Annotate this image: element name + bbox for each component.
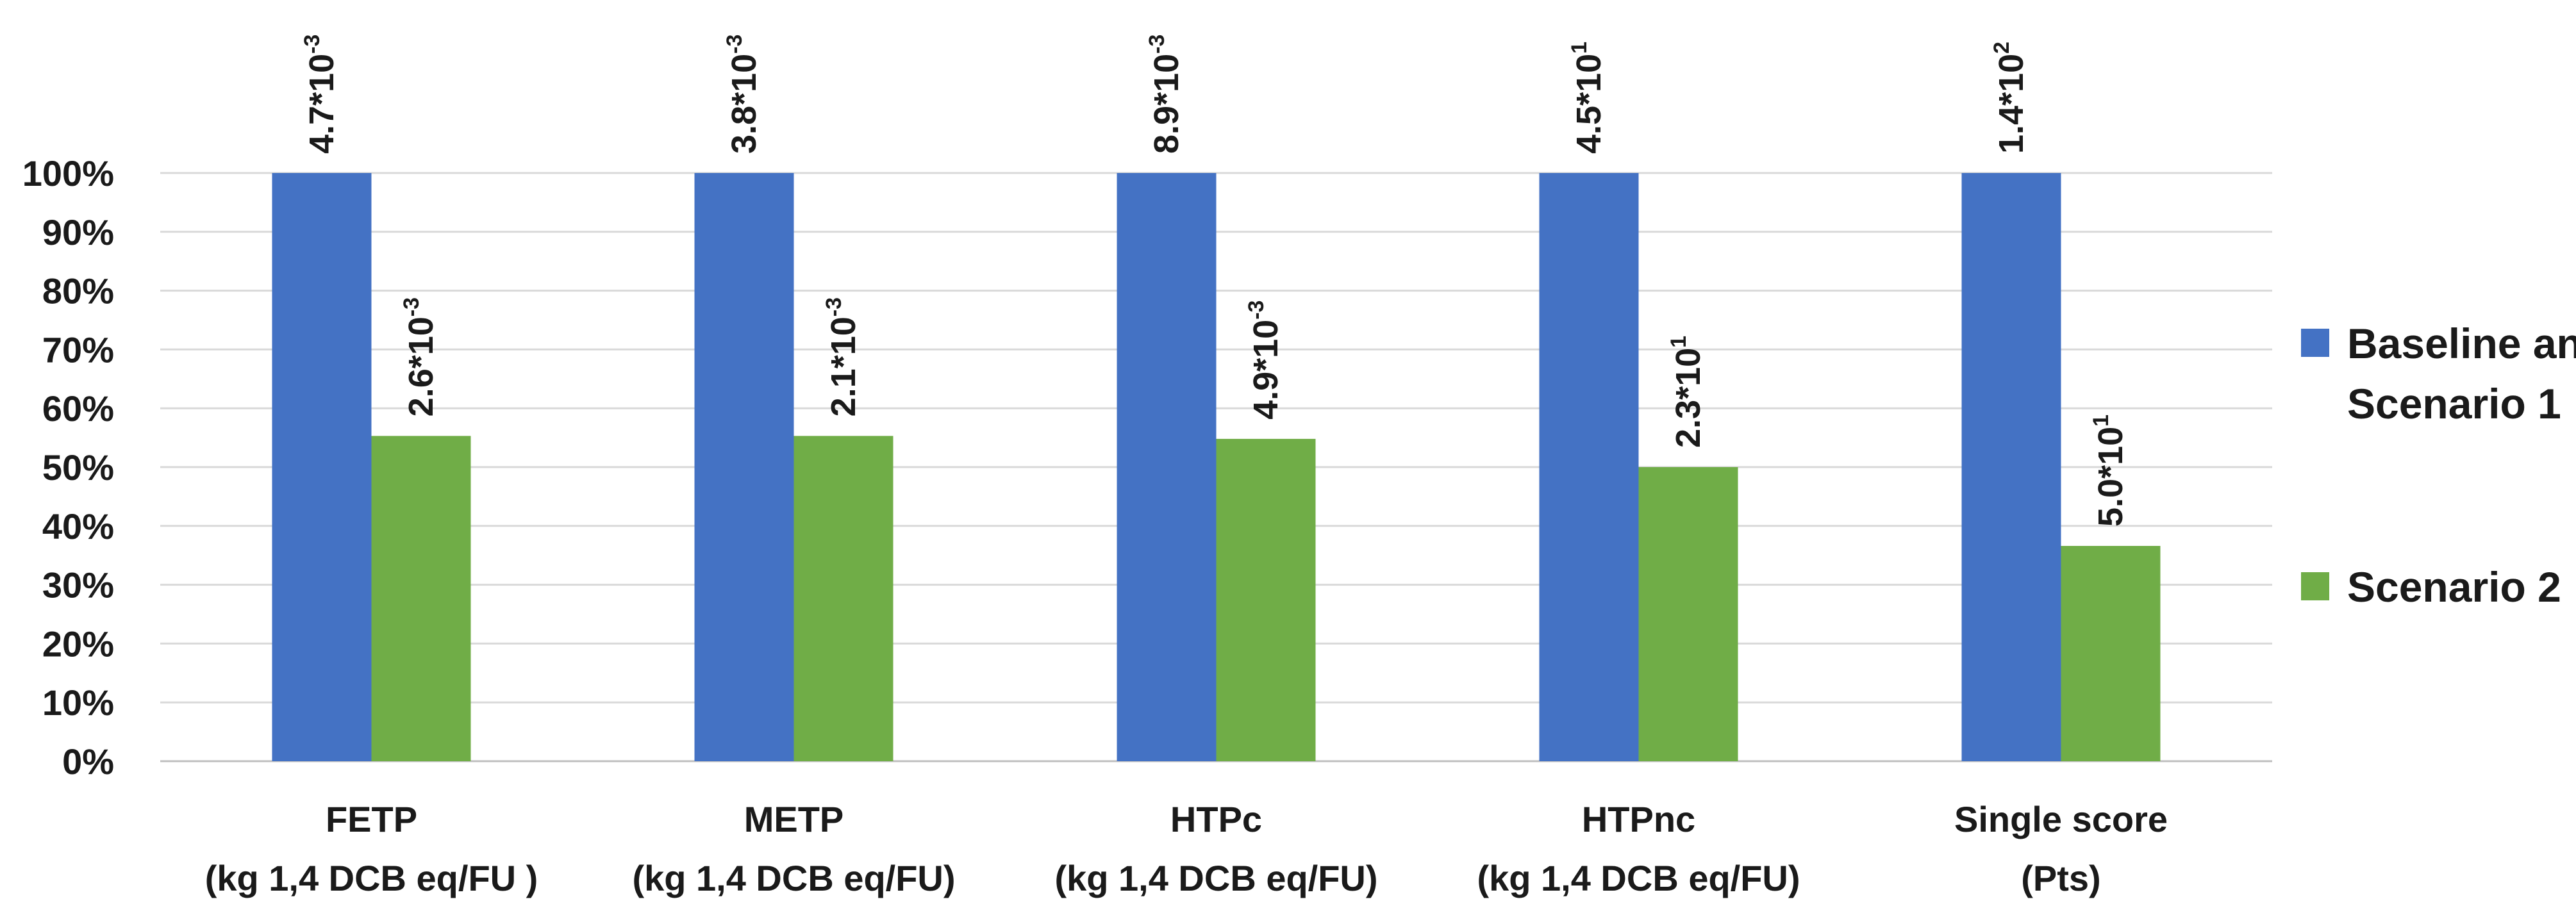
data-label: 2.1*10-3 bbox=[822, 297, 863, 416]
x-category-unit: (Pts) bbox=[2021, 858, 2100, 898]
data-label: 5.0*101 bbox=[2089, 415, 2130, 527]
data-label: 8.9*10-3 bbox=[1145, 35, 1186, 154]
x-axis-categories: FETP (kg 1,4 DCB eq/FU ) METP (kg 1,4 DCB e… bbox=[205, 799, 2168, 898]
y-tick-label: 80% bbox=[42, 271, 114, 311]
bar-baseline-2 bbox=[1117, 173, 1217, 761]
bar-baseline-0 bbox=[272, 173, 372, 761]
y-tick-label: 70% bbox=[42, 329, 114, 370]
bar-scenario-2-2 bbox=[1216, 438, 1316, 761]
data-label: 2.3*101 bbox=[1666, 336, 1708, 448]
data-labels: 4.7*10-3 2.6*10-3 3.8*10-3 2.1*10-3 8.9*10-3… bbox=[300, 35, 2130, 527]
y-tick-label: 40% bbox=[42, 506, 114, 547]
bar-baseline-3 bbox=[1539, 173, 1639, 761]
x-category-label: Single score bbox=[1954, 799, 2168, 839]
bar-scenario-2-0 bbox=[371, 436, 471, 761]
x-category-unit: (kg 1,4 DCB eq/FU) bbox=[632, 858, 955, 898]
legend-label: Baseline and bbox=[2347, 320, 2576, 367]
legend-swatch bbox=[2301, 572, 2329, 600]
data-label: 1.4*102 bbox=[1990, 42, 2031, 154]
y-axis-ticks: 0% 10% 20% 30% 40% 50% 60% 70% 80% 90% 100% bbox=[22, 153, 114, 782]
data-label: 4.7*10-3 bbox=[300, 35, 341, 154]
x-category-unit: (kg 1,4 DCB eq/FU ) bbox=[205, 858, 538, 898]
data-label: 4.5*101 bbox=[1567, 42, 1608, 154]
x-category-label: HTPnc bbox=[1582, 799, 1695, 839]
bars bbox=[272, 173, 2161, 761]
data-label: 4.9*10-3 bbox=[1244, 301, 1285, 420]
y-tick-label: 100% bbox=[22, 153, 114, 194]
bar-baseline-4 bbox=[1961, 173, 2061, 761]
data-label: 2.6*10-3 bbox=[399, 297, 440, 416]
y-tick-label: 50% bbox=[42, 447, 114, 488]
x-category-label: FETP bbox=[326, 799, 417, 839]
x-category-label: METP bbox=[744, 799, 844, 839]
bar-scenario-2-3 bbox=[1638, 467, 1738, 761]
legend-swatch bbox=[2301, 329, 2329, 357]
y-tick-label: 60% bbox=[42, 388, 114, 429]
y-tick-label: 0% bbox=[62, 741, 114, 782]
y-tick-label: 10% bbox=[42, 682, 114, 723]
x-category-unit: (kg 1,4 DCB eq/FU) bbox=[1054, 858, 1377, 898]
y-tick-label: 30% bbox=[42, 565, 114, 605]
x-category-label: HTPc bbox=[1170, 799, 1262, 839]
y-tick-label: 90% bbox=[42, 212, 114, 252]
x-category-unit: (kg 1,4 DCB eq/FU) bbox=[1477, 858, 1800, 898]
y-tick-label: 20% bbox=[42, 623, 114, 664]
bar-scenario-2-4 bbox=[2061, 546, 2161, 761]
bar-baseline-1 bbox=[694, 173, 794, 761]
bar-scenario-2-1 bbox=[794, 436, 893, 761]
data-label: 3.8*10-3 bbox=[722, 35, 763, 154]
legend-label-line2: Scenario 1 bbox=[2347, 380, 2561, 427]
legend: Baseline and Scenario 1 Scenario 2 bbox=[2301, 320, 2576, 611]
legend-label: Scenario 2 bbox=[2347, 563, 2561, 611]
